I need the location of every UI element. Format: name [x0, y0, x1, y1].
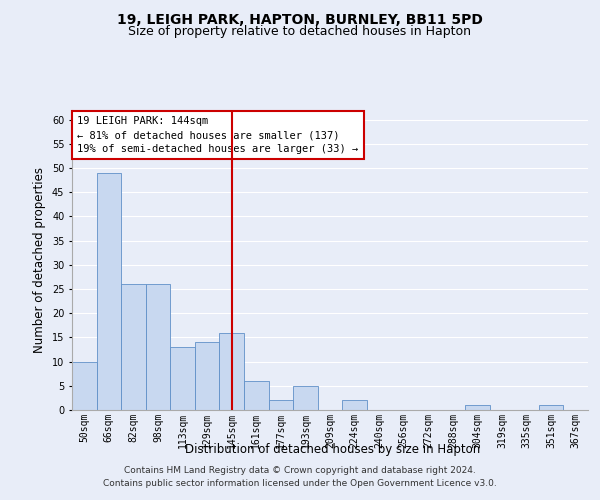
- Bar: [342, 400, 367, 410]
- Bar: [121, 284, 146, 410]
- Bar: [465, 405, 490, 410]
- Text: Distribution of detached houses by size in Hapton: Distribution of detached houses by size …: [185, 442, 481, 456]
- Bar: [269, 400, 293, 410]
- Bar: [170, 347, 195, 410]
- Bar: [293, 386, 318, 410]
- Text: Contains public sector information licensed under the Open Government Licence v3: Contains public sector information licen…: [103, 478, 497, 488]
- Bar: [220, 332, 244, 410]
- Bar: [195, 342, 220, 410]
- Y-axis label: Number of detached properties: Number of detached properties: [34, 167, 46, 353]
- Bar: [244, 381, 269, 410]
- Text: Contains HM Land Registry data © Crown copyright and database right 2024.: Contains HM Land Registry data © Crown c…: [124, 466, 476, 475]
- Text: Size of property relative to detached houses in Hapton: Size of property relative to detached ho…: [128, 25, 472, 38]
- Bar: [97, 173, 121, 410]
- Bar: [539, 405, 563, 410]
- Text: 19 LEIGH PARK: 144sqm
← 81% of detached houses are smaller (137)
19% of semi-det: 19 LEIGH PARK: 144sqm ← 81% of detached …: [77, 116, 358, 154]
- Text: 19, LEIGH PARK, HAPTON, BURNLEY, BB11 5PD: 19, LEIGH PARK, HAPTON, BURNLEY, BB11 5P…: [117, 12, 483, 26]
- Bar: [146, 284, 170, 410]
- Bar: [72, 362, 97, 410]
